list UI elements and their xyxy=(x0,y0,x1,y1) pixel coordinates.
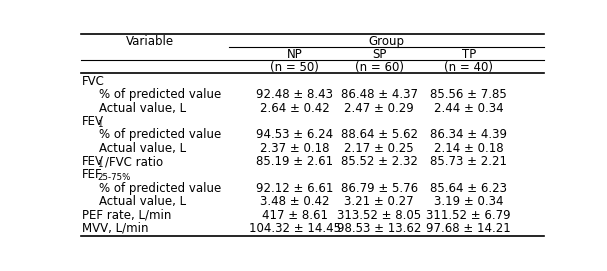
Text: 2.64 ± 0.42: 2.64 ± 0.42 xyxy=(260,102,330,115)
Text: 104.32 ± 14.45: 104.32 ± 14.45 xyxy=(249,222,341,235)
Text: 3.48 ± 0.42: 3.48 ± 0.42 xyxy=(260,195,330,208)
Text: Actual value, L: Actual value, L xyxy=(100,195,186,208)
Text: % of predicted value: % of predicted value xyxy=(100,88,222,101)
Text: 3.21 ± 0.27: 3.21 ± 0.27 xyxy=(345,195,414,208)
Text: 1: 1 xyxy=(97,120,103,129)
Text: FVC: FVC xyxy=(81,75,104,88)
Text: Actual value, L: Actual value, L xyxy=(100,102,186,115)
Text: 2.14 ± 0.18: 2.14 ± 0.18 xyxy=(434,142,503,155)
Text: 417 ± 8.61: 417 ± 8.61 xyxy=(262,209,328,222)
Text: FEV: FEV xyxy=(81,155,104,168)
Text: 2.17 ± 0.25: 2.17 ± 0.25 xyxy=(345,142,414,155)
Text: Group: Group xyxy=(368,35,404,48)
Text: 98.53 ± 13.62: 98.53 ± 13.62 xyxy=(337,222,421,235)
Text: MVV, L/min: MVV, L/min xyxy=(81,222,148,235)
Text: 86.79 ± 5.76: 86.79 ± 5.76 xyxy=(341,182,418,195)
Text: SP: SP xyxy=(372,48,387,61)
Text: 85.73 ± 2.21: 85.73 ± 2.21 xyxy=(430,155,507,168)
Text: /FVC ratio: /FVC ratio xyxy=(105,155,163,168)
Text: 85.56 ± 7.85: 85.56 ± 7.85 xyxy=(430,88,507,101)
Text: 311.52 ± 6.79: 311.52 ± 6.79 xyxy=(426,209,511,222)
Text: 86.34 ± 4.39: 86.34 ± 4.39 xyxy=(430,128,507,141)
Text: 92.12 ± 6.61: 92.12 ± 6.61 xyxy=(256,182,333,195)
Text: FEF: FEF xyxy=(81,169,102,182)
Text: 3.19 ± 0.34: 3.19 ± 0.34 xyxy=(434,195,503,208)
Text: NP: NP xyxy=(287,48,302,61)
Text: (n = 60): (n = 60) xyxy=(355,62,404,75)
Text: 2.47 ± 0.29: 2.47 ± 0.29 xyxy=(344,102,414,115)
Text: 92.48 ± 8.43: 92.48 ± 8.43 xyxy=(256,88,333,101)
Text: TP: TP xyxy=(461,48,476,61)
Text: 1: 1 xyxy=(97,160,103,169)
Text: % of predicted value: % of predicted value xyxy=(100,182,222,195)
Text: 88.64 ± 5.62: 88.64 ± 5.62 xyxy=(341,128,418,141)
Text: 25-75%: 25-75% xyxy=(98,173,131,182)
Text: 2.44 ± 0.34: 2.44 ± 0.34 xyxy=(434,102,503,115)
Text: 85.19 ± 2.61: 85.19 ± 2.61 xyxy=(256,155,333,168)
Text: 97.68 ± 14.21: 97.68 ± 14.21 xyxy=(426,222,511,235)
Text: 85.52 ± 2.32: 85.52 ± 2.32 xyxy=(341,155,418,168)
Text: Variable: Variable xyxy=(126,35,174,48)
Text: 94.53 ± 6.24: 94.53 ± 6.24 xyxy=(256,128,333,141)
Text: PEF rate, L/min: PEF rate, L/min xyxy=(81,209,171,222)
Text: (n = 50): (n = 50) xyxy=(270,62,319,75)
Text: % of predicted value: % of predicted value xyxy=(100,128,222,141)
Text: 2.37 ± 0.18: 2.37 ± 0.18 xyxy=(260,142,330,155)
Text: 85.64 ± 6.23: 85.64 ± 6.23 xyxy=(430,182,507,195)
Text: FEV: FEV xyxy=(81,115,104,128)
Text: Actual value, L: Actual value, L xyxy=(100,142,186,155)
Text: 86.48 ± 4.37: 86.48 ± 4.37 xyxy=(341,88,418,101)
Text: (n = 40): (n = 40) xyxy=(444,62,493,75)
Text: 313.52 ± 8.05: 313.52 ± 8.05 xyxy=(337,209,421,222)
